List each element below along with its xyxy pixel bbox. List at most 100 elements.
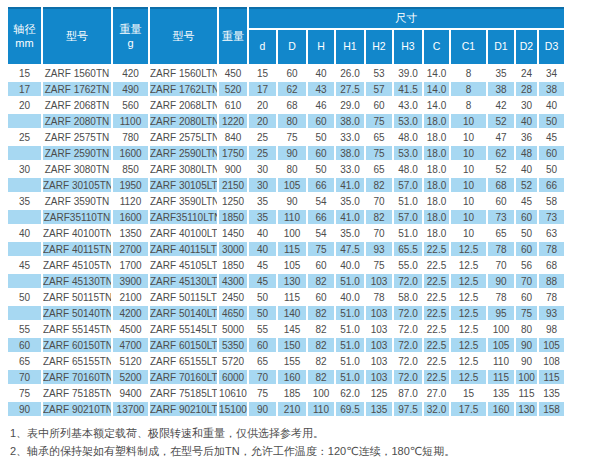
table-row: 30ZARF 3080TN850ZARF 3080LTN90030805033.… [8, 162, 564, 176]
table-cell: 100 [516, 370, 537, 384]
table-cell: 20 [249, 98, 276, 112]
table-row: 90ZARF 90210TN13700ZARF 90210LTN15100902… [8, 402, 564, 416]
table-cell: 24 [516, 66, 537, 80]
table-cell: ZARF 70160TN [43, 370, 111, 384]
table-cell: 60 [308, 290, 334, 304]
table-row: 60ZARF 60150TN4700ZARF 60150LTN535060150… [8, 338, 564, 352]
table-cell: 52 [488, 162, 514, 176]
table-cell: ZARF35110TN [43, 210, 111, 224]
table-cell: 5200 [113, 370, 148, 384]
table-cell: 73 [539, 210, 564, 224]
table-cell: 35 [488, 66, 514, 80]
table-cell: 33.0 [336, 130, 364, 144]
header-dim-d: d [249, 30, 276, 64]
table-cell [8, 210, 41, 224]
table-cell: 80 [516, 322, 537, 336]
table-cell: 78 [539, 290, 564, 304]
table-cell: 40.0 [336, 290, 364, 304]
table-cell [8, 114, 41, 128]
table-cell: 65 [8, 354, 41, 368]
table-row: 70ZARF 70160TN5200ZARF 70160LTN600070160… [8, 370, 564, 384]
table-cell: 60 [516, 210, 537, 224]
header-dim-H: H [308, 30, 334, 64]
table-cell: 62 [488, 146, 514, 160]
table-cell: 10 [451, 226, 486, 240]
table-cell: 2450 [219, 290, 247, 304]
table-cell: 10 [451, 178, 486, 192]
table-cell: 72.0 [394, 338, 422, 352]
table-cell: 12.5 [451, 242, 486, 256]
table-cell: 40 [516, 162, 537, 176]
table-cell: 95 [488, 306, 514, 320]
table-cell: 140 [278, 306, 306, 320]
table-cell: 60 [366, 98, 392, 112]
table-cell: 22.5 [424, 370, 449, 384]
table-cell: 58 [539, 194, 564, 208]
table-cell: 60 [516, 242, 537, 256]
notes: 1、表中所列基本额定载荷、极限转速和重量，仅供选择参考用。 2、轴承的保持架如有… [10, 426, 600, 458]
table-cell: ZARF 65155TN [43, 354, 111, 368]
table-cell: ZARF 3590TN [43, 194, 111, 208]
table-cell: 115 [488, 370, 514, 384]
table-cell [8, 146, 41, 160]
table-cell: 22.5 [424, 354, 449, 368]
table-cell: 1450 [219, 226, 247, 240]
table-cell: 82 [366, 178, 392, 192]
table-cell: ZARF 45105TN [43, 258, 111, 272]
table-cell: 12.5 [451, 290, 486, 304]
note-1: 1、表中所列基本额定载荷、极限转速和重量，仅供选择参考用。 [10, 426, 600, 440]
table-cell: 41.5 [394, 82, 422, 96]
table-cell: ZARF 50115LTN [150, 290, 217, 304]
table-cell: 25 [8, 130, 41, 144]
table-cell: 12.5 [451, 322, 486, 336]
table-row: 20ZARF 2068TN560ZARF 2068LTN61020684629.… [8, 98, 564, 112]
table-cell: 900 [219, 162, 247, 176]
table-cell: 490 [113, 82, 148, 96]
table-cell: 1220 [219, 114, 247, 128]
table-cell: 50 [308, 130, 334, 144]
table-cell: ZARF 55145TN [43, 322, 111, 336]
table-cell: 35.0 [336, 194, 364, 208]
table-cell: 10 [451, 114, 486, 128]
table-cell: 103 [366, 338, 392, 352]
table-cell: 10610 [219, 386, 247, 400]
table-cell: 420 [113, 66, 148, 80]
table-cell: 52 [516, 178, 537, 192]
table-row: 35ZARF 3590TN1120ZARF 3590LTN12503590543… [8, 194, 564, 208]
table-row: ZARF 50140TN4200ZARF 50140LTN46505014082… [8, 306, 564, 320]
table-cell: 840 [219, 130, 247, 144]
table-cell: 2150 [219, 178, 247, 192]
table-cell: 70 [488, 258, 514, 272]
table-cell: 51.0 [394, 226, 422, 240]
header-dim-D3: D3 [539, 30, 564, 64]
table-cell: 10 [451, 146, 486, 160]
table-row: 45ZARF 45105TN1700ZARF 45105LTN185045105… [8, 258, 564, 272]
table-cell: 90 [278, 146, 306, 160]
table-cell: 8 [451, 66, 486, 80]
table-cell: 103 [366, 274, 392, 288]
catalog-page: 轴径mm 型号 重量g 型号 重量 尺寸 dDHH1H2H3CC1D1D2D3 … [0, 5, 600, 460]
table-cell: 98 [539, 322, 564, 336]
table-cell: 45 [249, 258, 276, 272]
table-cell: 10 [451, 130, 486, 144]
table-cell: 88 [539, 274, 564, 288]
table-cell: 5350 [219, 338, 247, 352]
table-cell: 15 [451, 386, 486, 400]
table-cell: 103 [366, 322, 392, 336]
table-cell: 20 [249, 114, 276, 128]
table-cell: 60 [8, 338, 41, 352]
table-cell: 160 [488, 402, 514, 416]
table-cell: 13700 [113, 402, 148, 416]
table-cell: 82 [308, 306, 334, 320]
table-cell: 108 [539, 354, 564, 368]
header-dim-C1: C1 [451, 30, 486, 64]
table-cell: 520 [219, 82, 247, 96]
table-cell: 75 [366, 258, 392, 272]
table-cell: 53.0 [394, 114, 422, 128]
table-cell: 82 [308, 338, 334, 352]
table-cell: 65 [366, 130, 392, 144]
table-cell: 68 [488, 178, 514, 192]
table-row: 75ZARF 75185TN9400ZARF 75185LTN106107518… [8, 386, 564, 400]
table-cell: 55.0 [394, 258, 422, 272]
table-cell: 22.5 [424, 242, 449, 256]
